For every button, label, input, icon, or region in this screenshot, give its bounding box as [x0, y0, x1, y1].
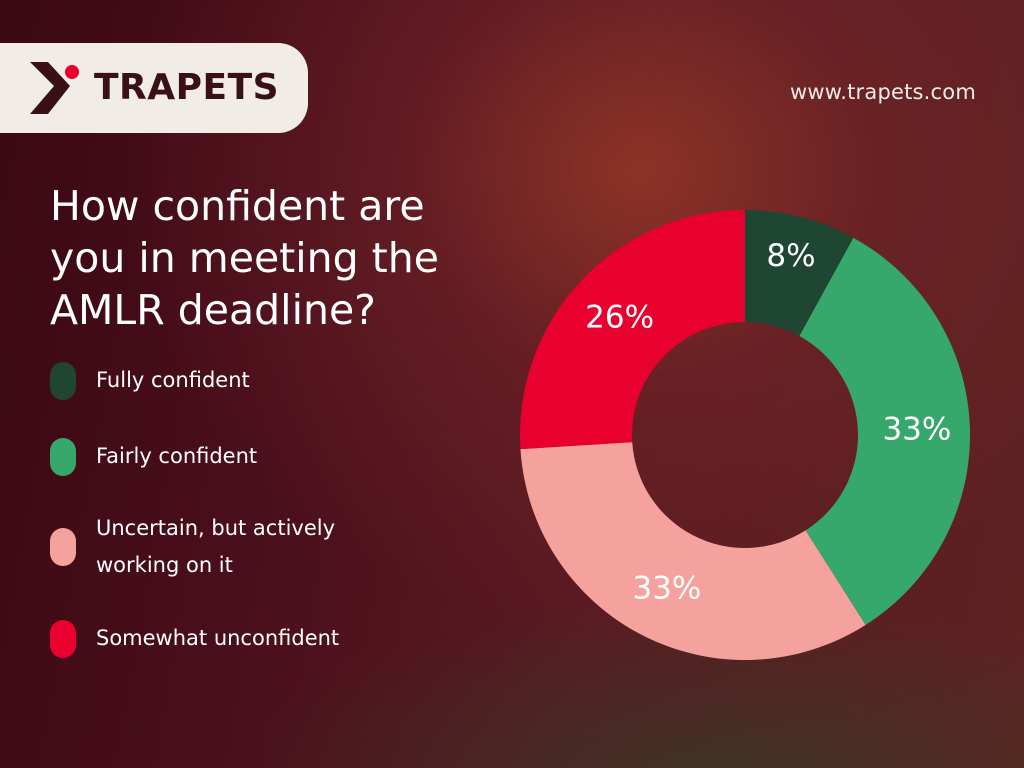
- brand-name: TRAPETS: [94, 67, 280, 108]
- slice-fully-confident: [745, 210, 854, 336]
- slice-somewhat-unconfident: [520, 210, 745, 450]
- slice-uncertain: [520, 442, 866, 660]
- website-url[interactable]: www.trapets.com: [790, 80, 976, 104]
- chart-title: How confident are you in meeting the AML…: [50, 182, 439, 334]
- slice-fairly-confident: [799, 237, 971, 625]
- slice-label-fairly-confident: 33%: [882, 412, 951, 448]
- logo-card: TRAPETS: [0, 43, 308, 133]
- slice-label-somewhat-unconfident: 26%: [585, 299, 654, 335]
- trapets-logo-icon: [30, 62, 79, 114]
- slice-label-fully-confident: 8%: [766, 238, 815, 274]
- slice-label-uncertain: 33%: [632, 570, 701, 606]
